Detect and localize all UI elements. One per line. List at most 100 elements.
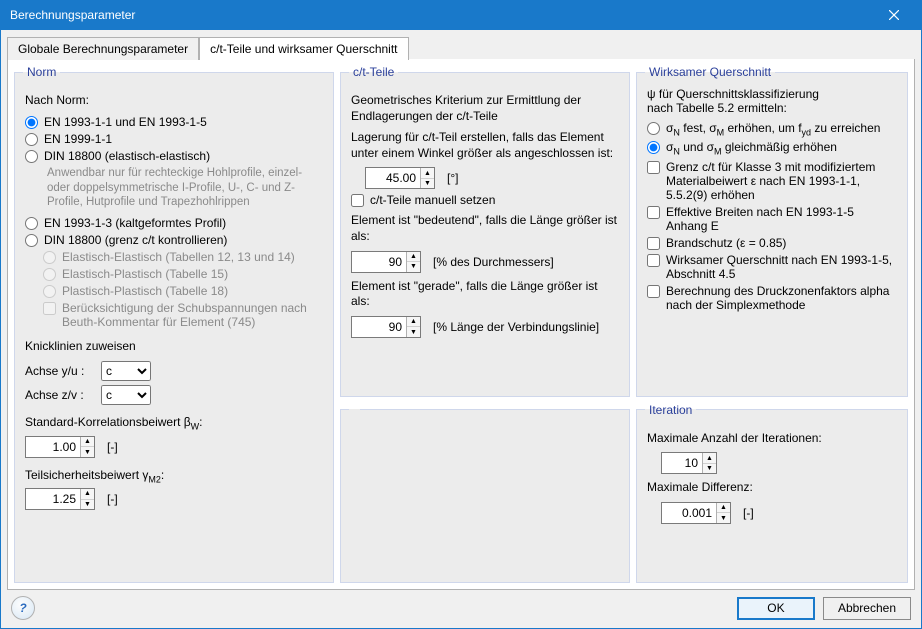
check-wq-eff-breiten[interactable]: Effektive Breiten nach EN 1993-1-5 Anhan… (647, 205, 897, 233)
check-wq-brandschutz-input[interactable] (647, 237, 660, 250)
radio-din18800-ct-input[interactable] (25, 234, 38, 247)
select-achse-yu[interactable]: c (101, 361, 151, 381)
radio-en1999-input[interactable] (25, 133, 38, 146)
label-achse-yu: Achse y/u : (25, 364, 95, 378)
hint-din18800: Anwendbar nur für rechteckige Hohlprofil… (47, 166, 323, 211)
spin-buttons[interactable]: ▲▼ (80, 437, 94, 457)
radio-en1993[interactable]: EN 1993-1-1 und EN 1993-1-5 (25, 115, 323, 129)
tab-global[interactable]: Globale Berechnungsparameter (7, 37, 199, 60)
label-max-iter: Maximale Anzahl der Iterationen: (647, 431, 897, 447)
tab-ct[interactable]: c/t-Teile und wirksamer Querschnitt (199, 37, 408, 60)
spinner-ct-pct[interactable]: ▲▼ (351, 251, 421, 273)
radio-pp-table-label: Plastisch-Plastisch (Tabelle 18) (62, 284, 228, 298)
check-wq-simplex[interactable]: Berechnung des Druckzonenfaktors alpha n… (647, 284, 897, 312)
radio-en1993-input[interactable] (25, 116, 38, 129)
check-wq-abschnitt45[interactable]: Wirksamer Querschnitt nach EN 1993-1-5, … (647, 253, 897, 281)
close-button[interactable] (874, 0, 914, 30)
spin-down-icon[interactable]: ▼ (421, 179, 434, 189)
input-ct-pct[interactable] (352, 252, 406, 272)
text-wq-psi1: ψ für Querschnittsklassifizierung (647, 87, 897, 101)
check-ct-manual[interactable]: c/t-Teile manuell setzen (351, 193, 619, 207)
spinner-ct-angle[interactable]: ▲▼ (365, 167, 435, 189)
input-gamma-m2[interactable] (26, 489, 80, 509)
input-max-iter[interactable] (662, 453, 702, 473)
spinner-gamma-m2[interactable]: ▲▼ (25, 488, 95, 510)
label-knicklinien: Knicklinien zuweisen (25, 339, 323, 353)
spin-down-icon[interactable]: ▼ (407, 262, 420, 272)
radio-wq-sigma-n-fest[interactable]: σN fest, σM erhöhen, um fyd zu erreichen (647, 121, 897, 137)
radio-din18800-ee[interactable]: DIN 18800 (elastisch-elastisch) (25, 149, 323, 163)
radio-en1993-1-3-input[interactable] (25, 217, 38, 230)
spinner-max-iter[interactable]: ▲▼ (661, 452, 717, 474)
spin-down-icon[interactable]: ▼ (81, 500, 94, 510)
radio-ee-tables-input (43, 251, 56, 264)
input-ct-angle[interactable] (366, 168, 420, 188)
spin-down-icon[interactable]: ▼ (717, 513, 730, 523)
spin-buttons[interactable]: ▲▼ (406, 252, 420, 272)
ok-button[interactable]: OK (737, 597, 815, 620)
group-iteration: Iteration Maximale Anzahl der Iteratione… (636, 403, 908, 583)
radio-din18800-ct[interactable]: DIN 18800 (grenz c/t kontrollieren) (25, 233, 323, 247)
check-wq-abschnitt45-label: Wirksamer Querschnitt nach EN 1993-1-5, … (666, 253, 897, 281)
check-wq-grenz-ct[interactable]: Grenz c/t für Klasse 3 mit modifiziertem… (647, 160, 897, 202)
spin-buttons[interactable]: ▲▼ (716, 503, 730, 523)
spin-buttons[interactable]: ▲▼ (80, 489, 94, 509)
spinner-max-diff[interactable]: ▲▼ (661, 502, 731, 524)
group-ct-legend: c/t-Teile (349, 65, 398, 79)
radio-wq-sigma-n-fest-input[interactable] (647, 122, 660, 135)
spin-up-icon[interactable]: ▲ (703, 453, 716, 464)
spin-buttons[interactable]: ▲▼ (702, 453, 716, 473)
radio-wq-sigma-gleich[interactable]: σN und σM gleichmäßig erhöhen (647, 140, 897, 156)
check-wq-brandschutz[interactable]: Brandschutz (ε = 0.85) (647, 236, 897, 250)
spin-up-icon[interactable]: ▲ (81, 489, 94, 500)
titlebar: Berechnungsparameter (0, 0, 922, 30)
spin-up-icon[interactable]: ▲ (81, 437, 94, 448)
radio-ep-table-label: Elastisch-Plastisch (Tabelle 15) (62, 267, 228, 281)
check-ct-manual-input[interactable] (351, 194, 364, 207)
check-schub-label: Berücksichtigung der Schubspannungen nac… (62, 301, 323, 329)
group-ct-empty: . (340, 403, 630, 583)
check-wq-abschnitt45-input[interactable] (647, 254, 660, 267)
text-ct-lagerung: Lagerung für c/t-Teil erstellen, falls d… (351, 130, 619, 161)
radio-en1993-label: EN 1993-1-1 und EN 1993-1-5 (44, 115, 207, 129)
spin-up-icon[interactable]: ▲ (717, 503, 730, 514)
radio-wq-sigma-gleich-input[interactable] (647, 141, 660, 154)
spin-buttons[interactable]: ▲▼ (420, 168, 434, 188)
window-title: Berechnungsparameter (10, 8, 874, 22)
select-achse-zv[interactable]: c (101, 385, 151, 405)
check-wq-grenz-ct-input[interactable] (647, 161, 660, 174)
radio-ee-tables: Elastisch-Elastisch (Tabellen 12, 13 und… (43, 250, 323, 264)
group-norm-legend: Norm (23, 65, 60, 79)
spinner-beta-w[interactable]: ▲▼ (25, 436, 95, 458)
label-max-diff: Maximale Differenz: (647, 480, 897, 496)
spin-up-icon[interactable]: ▲ (407, 317, 420, 328)
radio-ep-table-input (43, 268, 56, 281)
radio-en1999[interactable]: EN 1999-1-1 (25, 132, 323, 146)
spin-up-icon[interactable]: ▲ (407, 252, 420, 263)
input-beta-w[interactable] (26, 437, 80, 457)
text-wq-psi2: nach Tabelle 5.2 ermitteln: (647, 101, 897, 115)
check-wq-eff-breiten-input[interactable] (647, 206, 660, 219)
help-button[interactable]: ? (11, 596, 35, 620)
label-nach-norm: Nach Norm: (25, 93, 323, 109)
radio-din18800-ee-label: DIN 18800 (elastisch-elastisch) (44, 149, 210, 163)
spinner-ct-len[interactable]: ▲▼ (351, 316, 421, 338)
radio-pp-table: Plastisch-Plastisch (Tabelle 18) (43, 284, 323, 298)
spin-down-icon[interactable]: ▼ (703, 464, 716, 474)
radio-pp-table-input (43, 285, 56, 298)
dialog-footer: ? OK Abbrechen (1, 590, 921, 628)
dialog-client: Globale Berechnungsparameter c/t-Teile u… (0, 30, 922, 629)
spin-down-icon[interactable]: ▼ (81, 447, 94, 457)
row-achse-yu: Achse y/u : c (25, 361, 323, 381)
text-ct-gerade: Element ist "gerade", falls die Länge gr… (351, 279, 619, 310)
radio-en1993-1-3[interactable]: EN 1993-1-3 (kaltgeformtes Profil) (25, 216, 323, 230)
input-ct-len[interactable] (352, 317, 406, 337)
input-max-diff[interactable] (662, 503, 716, 523)
spin-up-icon[interactable]: ▲ (421, 168, 434, 179)
spin-buttons[interactable]: ▲▼ (406, 317, 420, 337)
check-schub-input (43, 302, 56, 315)
spin-down-icon[interactable]: ▼ (407, 327, 420, 337)
radio-din18800-ee-input[interactable] (25, 150, 38, 163)
check-wq-simplex-input[interactable] (647, 285, 660, 298)
cancel-button[interactable]: Abbrechen (823, 597, 911, 620)
